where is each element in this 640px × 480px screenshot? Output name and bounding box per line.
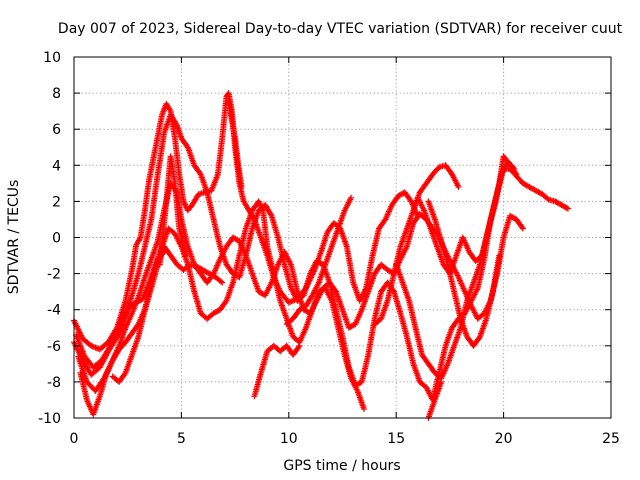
x-tick-label: 0 (70, 431, 79, 447)
series-trace-1 (71, 90, 421, 353)
y-axis-label: SDTVAR / TECUs (6, 180, 22, 295)
x-tick-label: 5 (177, 431, 186, 447)
data-point (565, 205, 571, 212)
data-point (519, 224, 525, 231)
x-tick-label: 25 (602, 431, 620, 447)
y-tick-label: 0 (52, 231, 61, 247)
series-trace-14 (225, 99, 245, 190)
chart-title: Day 007 of 2023, Sidereal Day-to-day VTE… (58, 21, 623, 37)
data-points (71, 90, 571, 421)
y-tick-label: 6 (52, 122, 61, 138)
data-point (519, 225, 526, 232)
series-trace-7 (251, 342, 303, 400)
data-point (267, 211, 274, 218)
x-tick-label: 15 (387, 431, 405, 447)
y-tick-label: -10 (38, 411, 61, 427)
data-point (361, 406, 367, 412)
y-tick-label: 8 (52, 86, 61, 102)
y-tick-label: -4 (47, 303, 61, 319)
y-tick-label: 4 (52, 158, 61, 174)
series-trace-9 (371, 162, 462, 328)
x-tick-label: 10 (280, 431, 298, 447)
y-tick-label: -8 (47, 375, 61, 391)
y-tick-label: 10 (43, 50, 61, 66)
y-tick-label: 2 (52, 194, 61, 210)
y-tick-label: -6 (47, 339, 61, 355)
x-tick-label: 20 (495, 431, 513, 447)
y-tick-label: -2 (47, 267, 61, 283)
x-axis-label: GPS time / hours (283, 458, 400, 474)
data-point (563, 204, 570, 211)
